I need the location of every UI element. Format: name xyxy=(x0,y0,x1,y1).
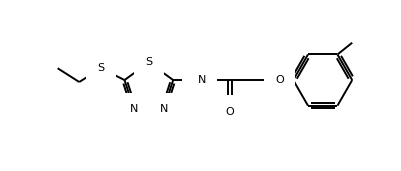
Text: N: N xyxy=(198,75,206,85)
Text: S: S xyxy=(97,63,105,73)
Text: H: H xyxy=(194,65,202,75)
Text: N: N xyxy=(130,104,138,114)
Text: O: O xyxy=(275,75,284,85)
Text: S: S xyxy=(145,57,152,67)
Text: N: N xyxy=(160,104,168,114)
Text: O: O xyxy=(226,107,235,116)
